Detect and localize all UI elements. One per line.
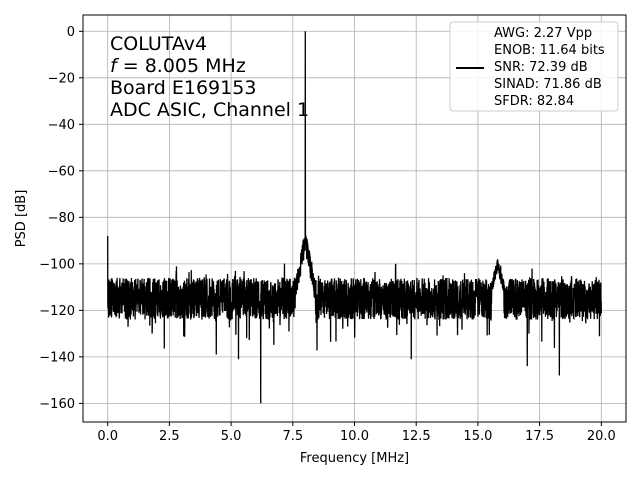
annotation-chip-name: COLUTAv4 — [110, 33, 207, 55]
legend-awg: AWG: 2.27 Vpp — [494, 26, 592, 41]
y-axis-label: PSD [dB] — [14, 190, 29, 248]
x-tick-label: 5.0 — [221, 429, 242, 444]
y-tick-label: −40 — [48, 118, 75, 133]
annotation-frequency-symbol: f — [110, 55, 120, 77]
psd-series-line — [107, 31, 602, 404]
annotation-block: COLUTAv4 f = 8.005 MHz Board E169153 ADC… — [110, 33, 309, 121]
y-tick-label: −140 — [39, 350, 75, 365]
legend-sfdr: SFDR: 82.84 — [494, 94, 574, 109]
x-tick-label: 17.5 — [525, 429, 554, 444]
y-tick-label: −20 — [48, 71, 75, 86]
x-tick-label: 10.0 — [340, 429, 369, 444]
legend-sinad: SINAD: 71.86 dB — [494, 77, 602, 92]
annotation-frequency: f = 8.005 MHz — [110, 55, 246, 77]
x-tick-label: 12.5 — [402, 429, 431, 444]
x-tick-label: 2.5 — [159, 429, 180, 444]
x-axis-label: Frequency [MHz] — [300, 451, 409, 466]
plot-area — [107, 31, 602, 404]
x-tick-label: 0.0 — [97, 429, 118, 444]
x-tick-label: 7.5 — [282, 429, 303, 444]
x-axis-ticks: 0.0 2.5 5.0 7.5 10.0 12.5 15.0 17.5 20.0 — [97, 422, 616, 444]
legend-snr: SNR: 72.39 dB — [494, 60, 588, 75]
y-tick-label: 0 — [67, 25, 75, 40]
y-tick-label: −160 — [39, 397, 75, 412]
y-tick-label: −120 — [39, 304, 75, 319]
legend-box — [449, 21, 619, 112]
x-tick-label: 15.0 — [463, 429, 492, 444]
y-tick-label: −80 — [48, 211, 75, 226]
annotation-channel: ADC ASIC, Channel 1 — [110, 99, 309, 121]
y-tick-label: −100 — [39, 257, 75, 272]
annotation-frequency-value: = 8.005 MHz — [117, 55, 246, 77]
y-tick-label: −60 — [48, 164, 75, 179]
legend-enob: ENOB: 11.64 bits — [494, 43, 605, 58]
x-tick-label: 20.0 — [587, 429, 616, 444]
annotation-board: Board E169153 — [110, 77, 256, 99]
legend: AWG: 2.27 Vpp ENOB: 11.64 bits SNR: 72.3… — [449, 21, 619, 112]
y-axis-ticks: 0 −20 −40 −60 −80 −100 −120 −140 −160 — [39, 25, 83, 412]
